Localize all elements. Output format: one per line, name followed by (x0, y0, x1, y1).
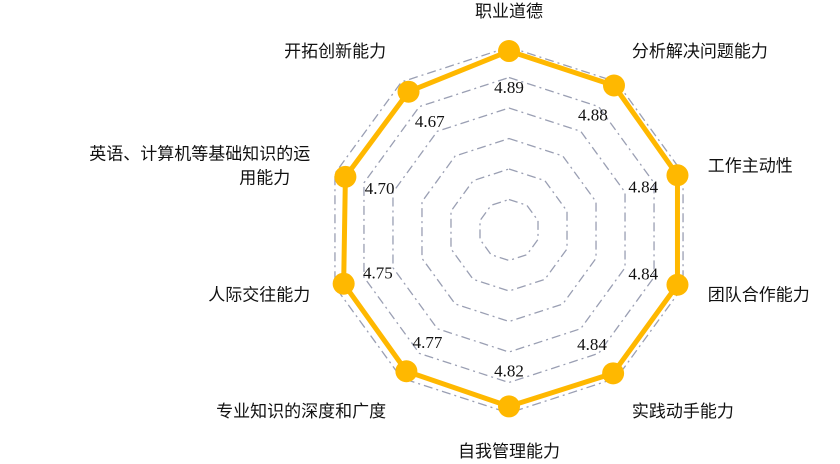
data-label: 4.67 (415, 112, 445, 131)
data-label: 4.77 (413, 333, 443, 352)
category-label: 工作主动性 (708, 156, 793, 176)
data-label: 4.84 (628, 265, 658, 284)
grid-ring (450, 168, 568, 292)
category-label: 英语、计算机等基础知识的运 (89, 144, 310, 164)
data-label: 4.88 (578, 106, 608, 125)
grid-ring (392, 107, 626, 353)
data-point (498, 395, 520, 418)
data-label: 4.70 (365, 179, 395, 198)
data-label: 4.75 (363, 264, 393, 283)
category-label: 用能力 (239, 168, 290, 188)
data-label: 4.84 (577, 335, 607, 354)
category-label: 开拓创新能力 (284, 42, 386, 62)
data-label: 4.84 (628, 177, 658, 196)
grid-ring (334, 46, 684, 414)
grid-ring (363, 76, 655, 384)
data-labels: 4.89 4.88 4.84 4.84 4.84 4.82 4.77 4.75 4.70 4.67 (363, 78, 659, 380)
data-point (334, 165, 357, 188)
data-point (602, 362, 625, 385)
data-point (397, 80, 420, 103)
category-label: 分析解决问题能力 (632, 42, 768, 62)
category-label: 人际交往能力 (208, 286, 310, 306)
data-point (666, 273, 689, 296)
grid-ring (479, 198, 539, 262)
data-point (332, 272, 355, 295)
data-point (395, 360, 418, 383)
data-label: 4.82 (494, 361, 524, 380)
data-point (602, 74, 625, 97)
radar-series (332, 40, 689, 418)
category-label: 自我管理能力 (458, 442, 560, 462)
radar-grid (334, 46, 684, 414)
data-point (498, 40, 520, 63)
series-line (341, 48, 680, 409)
category-label: 实践动手能力 (632, 402, 734, 422)
grid-ring (421, 137, 597, 323)
category-label: 职业道德 (475, 2, 543, 22)
category-label: 专业知识的深度和广度 (216, 402, 386, 422)
data-label: 4.89 (494, 78, 524, 97)
category-label: 团队合作能力 (708, 286, 810, 306)
data-point (666, 164, 689, 187)
